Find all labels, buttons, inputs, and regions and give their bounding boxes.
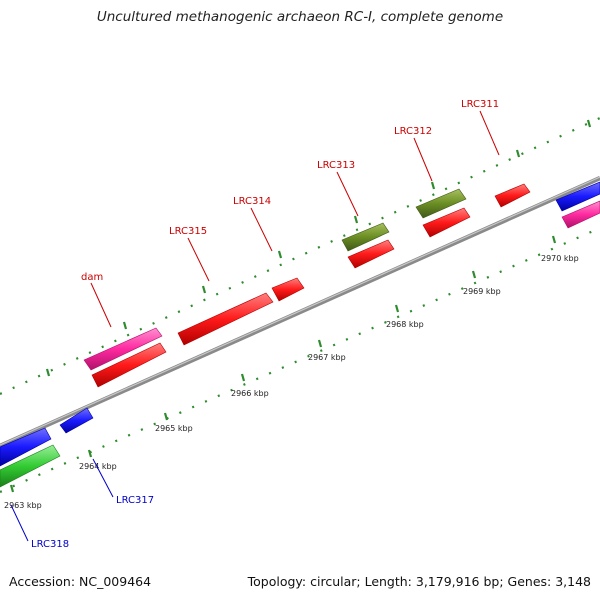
gene-arrow-LRC312[interactable]: [415, 188, 467, 219]
gene-label-LRC311[interactable]: LRC311: [461, 99, 499, 110]
upper-scale-line: [0, 117, 600, 395]
gene-label-LRC317[interactable]: LRC317: [116, 495, 154, 506]
gene-arrow-dam-companion[interactable]: [91, 342, 167, 388]
gene-label-LRC313[interactable]: LRC313: [317, 160, 355, 171]
gene-arrow-LRC313[interactable]: [341, 222, 390, 252]
scale-label-2968: 2968 kbp: [386, 320, 424, 329]
gene-arrow-LRC313-companion[interactable]: [347, 239, 395, 269]
gene-arrow-LRC318[interactable]: [0, 444, 61, 488]
scale-label-2969: 2969 kbp: [463, 287, 501, 296]
gene-label-LRC314[interactable]: LRC314: [233, 196, 271, 207]
map-title: Uncultured methanogenic archaeon RC-I, c…: [96, 9, 504, 25]
gene-label-dam[interactable]: dam: [81, 272, 103, 283]
lower-scale-line: [0, 226, 600, 494]
upper-scale-ticks: [45, 119, 592, 377]
scale-label-2970: 2970 kbp: [541, 254, 579, 263]
gene-arrow-LRC314[interactable]: [271, 277, 305, 302]
accession-text: Accession: NC_009464: [9, 574, 152, 589]
genome-backbone-highlight: [0, 176, 600, 446]
gene-leader-lines: [10, 110, 500, 542]
gene-arrow-LRC311[interactable]: [494, 183, 531, 208]
gene-arrow-LRC317[interactable]: [59, 407, 94, 434]
scale-label-2965: 2965 kbp: [155, 424, 193, 433]
lower-scale-ticks: [9, 235, 557, 493]
gene-arrow-right-blue[interactable]: [555, 181, 600, 212]
gene-arrow-LRC312-companion[interactable]: [422, 207, 471, 238]
genome-summary-text: Topology: circular; Length: 3,179,916 bp…: [247, 574, 591, 589]
gene-label-LRC312[interactable]: LRC312: [394, 126, 432, 137]
scale-label-2967: 2967 kbp: [308, 353, 346, 362]
gene-arrow-dam[interactable]: [83, 327, 163, 371]
scale-label-2963: 2963 kbp: [4, 501, 42, 510]
genome-backbone: [0, 175, 600, 449]
scale-label-2964: 2964 kbp: [79, 462, 117, 471]
gene-label-LRC315[interactable]: LRC315: [169, 226, 207, 237]
gene-arrow-LRC315[interactable]: [177, 292, 274, 346]
scale-label-2966: 2966 kbp: [231, 389, 269, 398]
gene-arrow-blue-left[interactable]: [0, 427, 52, 467]
gene-label-LRC318[interactable]: LRC318: [31, 539, 69, 550]
gene-arrow-right-magenta[interactable]: [561, 200, 600, 229]
